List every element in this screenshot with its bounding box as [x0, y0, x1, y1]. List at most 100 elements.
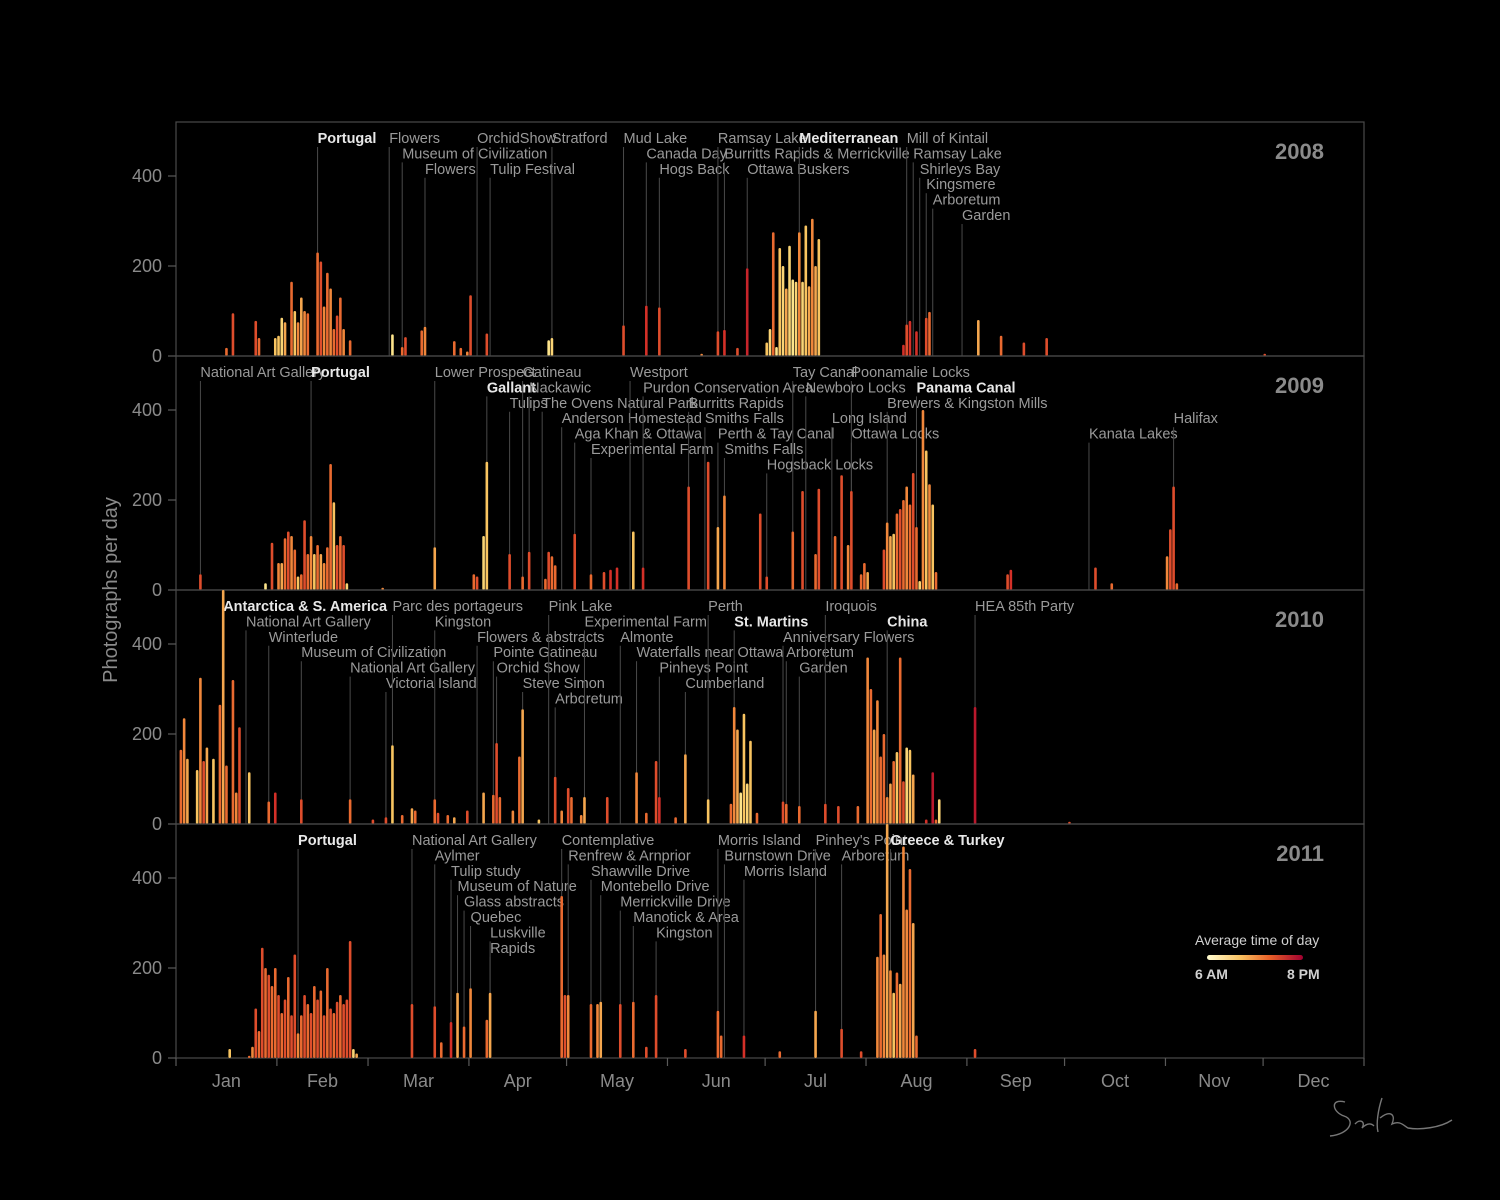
y-tick-label: 400	[132, 868, 162, 888]
bar	[550, 338, 554, 356]
bar	[635, 772, 638, 824]
bar	[645, 1046, 648, 1058]
annotation-label: Morris Island	[718, 833, 801, 849]
y-tick-label: 0	[152, 580, 162, 600]
bar	[469, 988, 472, 1058]
bar	[573, 533, 577, 590]
annotation-label: Quebec	[471, 910, 522, 926]
annotation-label: Burritts Rapids & Merrickville	[724, 146, 909, 162]
annotation-label: Ramsay Lake	[718, 131, 807, 147]
bar	[1009, 569, 1013, 590]
bar	[1175, 583, 1179, 590]
legend-gradient	[1207, 955, 1303, 960]
annotation-label: Morris Island	[744, 864, 827, 880]
bar	[915, 1035, 918, 1058]
bar	[674, 817, 677, 824]
bar	[335, 1001, 339, 1058]
bar	[283, 322, 287, 356]
annotation-label: Aga Khan & Ottawa	[575, 427, 703, 443]
bar	[840, 475, 843, 590]
bar	[814, 554, 817, 590]
bar	[306, 1004, 310, 1058]
annotation-label: Almonte	[620, 630, 673, 646]
bar	[371, 819, 375, 824]
bar	[1094, 567, 1097, 590]
bar	[277, 995, 280, 1058]
bar	[449, 1022, 453, 1058]
annotation-label: Hogs Back	[659, 162, 730, 178]
bar	[283, 999, 287, 1058]
annotation-label: Cumberland	[685, 676, 764, 692]
panel-frame	[175, 823, 1365, 1059]
bar	[898, 657, 902, 824]
bar	[267, 801, 271, 824]
bar	[273, 968, 277, 1058]
month-label: Jun	[702, 1071, 731, 1091]
annotation-label: Panama Canal	[916, 380, 1015, 396]
bar	[247, 1055, 251, 1058]
bar	[859, 1051, 863, 1058]
bar	[885, 522, 889, 590]
annotation-label: Anniversary Flowers	[783, 630, 914, 646]
bar	[544, 578, 547, 590]
bar	[319, 261, 323, 356]
y-tick-label: 200	[132, 724, 162, 744]
bar	[296, 1033, 300, 1058]
bar	[306, 313, 310, 356]
bar	[1165, 556, 1169, 590]
month-label: Jan	[212, 1071, 241, 1091]
bar	[264, 968, 267, 1058]
bar	[309, 1013, 313, 1058]
bar	[758, 513, 762, 590]
bar	[319, 554, 323, 590]
bar	[684, 1049, 687, 1058]
annotation-label: The Ovens Natural Park	[542, 396, 698, 412]
bar	[313, 986, 316, 1058]
bar	[908, 869, 912, 1058]
bar	[508, 554, 511, 590]
bar	[345, 999, 349, 1058]
annotation-label: Flowers	[389, 131, 440, 147]
bar	[300, 1015, 303, 1058]
bar	[495, 743, 498, 824]
bar	[293, 549, 297, 590]
annotation-label: Tay Canal	[793, 365, 857, 381]
bar	[221, 590, 225, 824]
bar	[195, 770, 199, 824]
annotation-label: Museum of Nature	[458, 879, 577, 895]
bar	[596, 1004, 599, 1058]
bar	[749, 740, 752, 824]
bar	[342, 1004, 345, 1058]
bar	[928, 311, 931, 356]
bar	[553, 565, 557, 590]
bar	[264, 583, 267, 590]
bar	[332, 1013, 336, 1058]
bar	[212, 758, 215, 824]
bar	[885, 797, 889, 824]
bar	[817, 239, 821, 356]
bar	[716, 1010, 720, 1058]
bar	[332, 329, 336, 356]
legend-low: 6 AM	[1195, 966, 1228, 982]
bar	[866, 657, 869, 824]
annotation-label: Burnstown Drive	[724, 848, 830, 864]
month-label: Sep	[1000, 1071, 1032, 1091]
annotation-label: Portugal	[311, 365, 370, 381]
bar	[257, 338, 261, 356]
bar	[928, 484, 931, 590]
annotation-label: Canada Day	[646, 146, 727, 162]
annotation-label: Stratford	[552, 131, 608, 147]
bar	[775, 347, 778, 356]
bar	[518, 756, 521, 824]
bar	[716, 527, 720, 590]
x-axis: Jan Feb Mar Apr May Jun Jul Aug Sep Oct Nov Dec	[175, 1058, 1365, 1091]
bar	[521, 576, 524, 590]
bar	[485, 333, 489, 356]
annotation-label: Brewers & Kingston Mills	[887, 396, 1047, 412]
bar	[599, 1001, 603, 1058]
bar	[560, 896, 563, 1058]
